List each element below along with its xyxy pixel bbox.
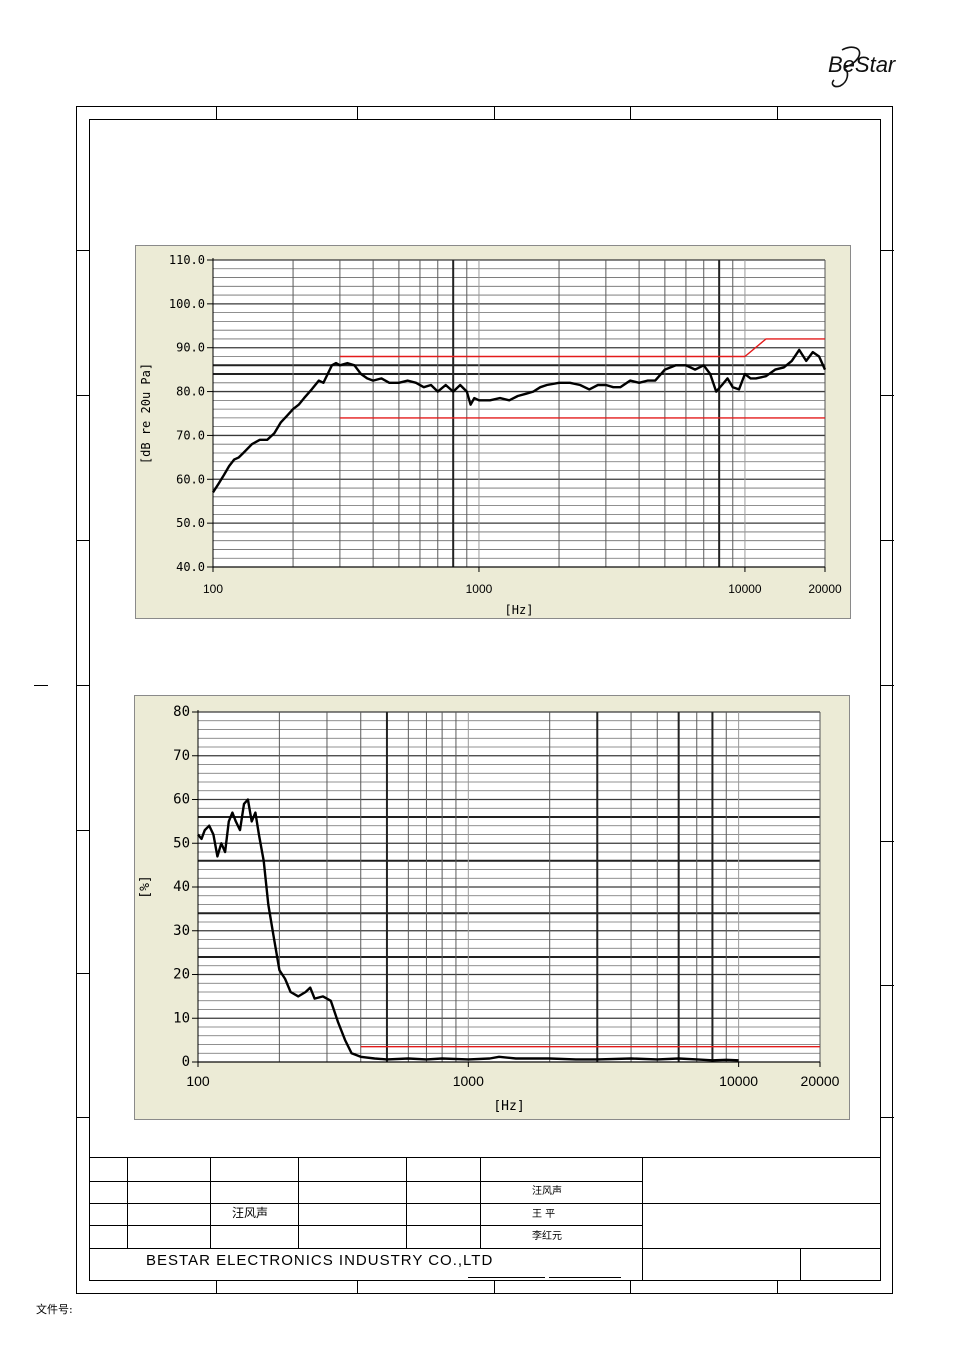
x-tick-label: 20000 xyxy=(801,1073,840,1089)
frame-tick xyxy=(76,685,89,686)
frame-tick xyxy=(357,1281,358,1294)
y-tick-label: 50 xyxy=(173,835,190,851)
bestar-logo: BeStar xyxy=(828,46,897,88)
y-tick-label: 40 xyxy=(173,879,190,895)
x-tick-label: 10000 xyxy=(719,1073,758,1089)
limit-line xyxy=(339,338,825,358)
margin-mark xyxy=(34,685,48,686)
frequency-response-plot: 40.0 50.0 60.0 70.0 80.0 90.0 100.0 110.0 100 100… xyxy=(139,253,842,617)
company-name: BESTAR ELECTRONICS INDUSTRY CO.,LTD xyxy=(146,1252,494,1269)
tb-line xyxy=(127,1157,128,1248)
frame-tick xyxy=(881,1117,894,1118)
y-tick-label: 10 xyxy=(173,1010,190,1026)
tb-line xyxy=(468,1277,545,1278)
tb-name-a: 汪风声 xyxy=(532,1186,562,1197)
frame-tick xyxy=(76,1117,89,1118)
y-tick-label: 70 xyxy=(173,748,190,764)
x-tick-label: 20000 xyxy=(808,582,842,596)
frame-tick xyxy=(881,985,894,986)
document-number-label: 文件号: xyxy=(36,1303,73,1316)
tb-line xyxy=(89,1203,881,1204)
measurement-curve xyxy=(211,348,827,494)
tb-name-c: 王 平 xyxy=(532,1209,556,1220)
tb-line xyxy=(800,1249,801,1281)
tb-line xyxy=(89,1248,881,1249)
frame-tick xyxy=(76,395,89,396)
y-axis-label: [dB re 20u Pa] xyxy=(139,363,153,464)
frame-tick xyxy=(494,106,495,119)
frame-tick xyxy=(881,540,894,541)
tb-line xyxy=(298,1157,299,1248)
frame-tick xyxy=(357,106,358,119)
plot-area xyxy=(213,260,825,567)
x-tick-label: 1000 xyxy=(453,1073,484,1089)
title-block: 汪风声 汪风声 王 平 李红元 xyxy=(89,1157,881,1281)
y-tick-label: 60.0 xyxy=(176,472,205,486)
tb-line xyxy=(480,1157,481,1248)
y-tick-label: 80.0 xyxy=(176,385,205,399)
frame-tick xyxy=(881,250,894,251)
frame-tick xyxy=(76,973,89,974)
y-axis-label: [%] xyxy=(138,875,153,898)
frame-tick xyxy=(216,1281,217,1294)
tb-line xyxy=(89,1157,881,1158)
frame-tick xyxy=(630,1281,631,1294)
drawing-outer-frame xyxy=(76,106,893,1294)
x-axis-label: [Hz] xyxy=(505,603,534,617)
svg-text:BeStar: BeStar xyxy=(828,52,897,77)
distortion-plot: 0 10 20 30 40 50 60 70 80 100 1000 10000 20000 [Hz] [%… xyxy=(138,704,840,1114)
tb-line xyxy=(89,1181,642,1182)
tb-name-d: 李红元 xyxy=(532,1231,562,1242)
y-tick-label: 80 xyxy=(173,704,190,720)
y-tick-label: 0 xyxy=(182,1054,190,1070)
frame-tick xyxy=(76,830,89,831)
frame-tick xyxy=(881,395,894,396)
y-tick-label: 90.0 xyxy=(176,341,205,355)
tb-line xyxy=(406,1157,407,1248)
y-tick-label: 30 xyxy=(173,923,190,939)
tb-line xyxy=(642,1157,643,1281)
x-axis-label: [Hz] xyxy=(493,1099,524,1114)
frame-tick xyxy=(881,685,894,686)
measurement-curve xyxy=(197,798,739,1062)
y-tick-label: 70.0 xyxy=(176,428,205,442)
frame-tick xyxy=(630,106,631,119)
y-tick-label: 100.0 xyxy=(169,297,205,311)
tb-line xyxy=(89,1225,642,1226)
y-tick-label: 20 xyxy=(173,967,190,983)
frame-tick xyxy=(777,106,778,119)
y-tick-label: 110.0 xyxy=(169,253,205,267)
x-tick-label: 100 xyxy=(186,1073,210,1089)
frame-tick xyxy=(76,250,89,251)
drawing-inner-frame xyxy=(89,119,881,1281)
tb-line xyxy=(210,1157,211,1248)
y-tick-label: 40.0 xyxy=(176,560,205,574)
y-tick-label: 50.0 xyxy=(176,516,205,530)
frame-tick xyxy=(494,1281,495,1294)
x-tick-label: 10000 xyxy=(728,582,762,596)
y-tick-label: 60 xyxy=(173,792,190,808)
tb-line xyxy=(549,1277,621,1278)
frame-tick xyxy=(881,841,894,842)
frame-tick xyxy=(777,1281,778,1294)
x-tick-label: 1000 xyxy=(466,582,493,596)
frame-tick xyxy=(76,540,89,541)
frequency-response-chart: 40.0 50.0 60.0 70.0 80.0 90.0 100.0 110.0 100 100… xyxy=(135,245,851,619)
tb-name-b: 汪风声 xyxy=(232,1206,269,1220)
frame-tick xyxy=(216,106,217,119)
x-tick-label: 100 xyxy=(203,582,223,596)
distortion-chart: 0 10 20 30 40 50 60 70 80 100 1000 10000 20000 [Hz] [%… xyxy=(134,695,850,1120)
